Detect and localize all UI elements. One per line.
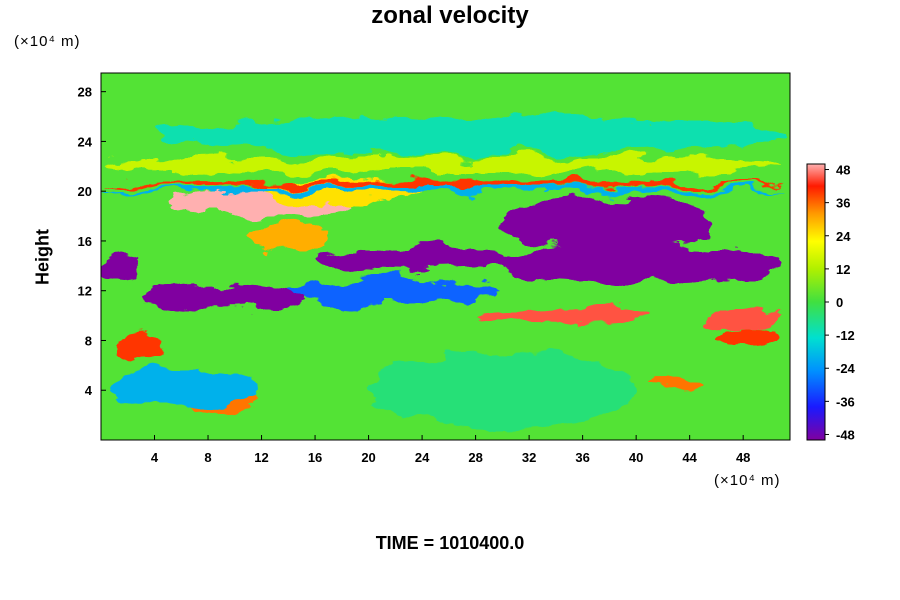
x-tick-label: 20 — [361, 450, 375, 465]
x-tick-label: 40 — [629, 450, 643, 465]
colorbar-tick-label: -24 — [836, 361, 856, 376]
x-tick-label: 12 — [254, 450, 268, 465]
y-tick-label: 16 — [78, 234, 92, 249]
heatmap-region — [368, 352, 637, 428]
x-tick-label: 16 — [308, 450, 322, 465]
heatmap-region — [154, 116, 784, 154]
x-tick-label: 8 — [204, 450, 211, 465]
x-tick-label: 32 — [522, 450, 536, 465]
colorbar-tick-label: -36 — [836, 394, 855, 409]
heatmap-region — [248, 222, 329, 254]
y-tick-label: 24 — [78, 134, 93, 149]
x-axis-unit: (×10⁴ m) — [714, 472, 781, 489]
heatmap-region — [315, 247, 530, 273]
x-tick-label: 4 — [151, 450, 159, 465]
heatmap-region — [649, 377, 704, 391]
colorbar-tick-label: -12 — [836, 328, 855, 343]
colorbar-tick-label: 48 — [836, 163, 850, 178]
heatmap-region — [716, 328, 784, 347]
heatmap-region — [101, 253, 142, 285]
heatmap-region — [101, 156, 784, 173]
y-axis-unit: (×10⁴ m) — [14, 33, 81, 50]
colorbar — [806, 163, 826, 441]
heatmap-region — [101, 181, 784, 188]
time-label: TIME = 1010400.0 — [375, 533, 525, 553]
y-tick-label: 4 — [85, 383, 93, 398]
chart-title: zonal velocity — [371, 2, 529, 29]
heatmap-region — [114, 365, 262, 409]
heatmap-region — [475, 305, 650, 322]
colorbar-tick-label: 0 — [836, 295, 843, 310]
heatmap-region — [502, 197, 717, 248]
heatmap-field — [101, 116, 784, 428]
x-tick-label: 48 — [736, 450, 750, 465]
y-axis-ticks: 4 8 12 16 20 24 28 — [78, 85, 106, 398]
y-tick-label: 8 — [85, 333, 92, 348]
heatmap-region — [101, 187, 784, 194]
x-axis-ticks: 4 8 12 16 20 24 28 32 36 40 44 48 — [151, 435, 750, 465]
heatmap-region — [141, 284, 302, 310]
x-tick-label: 24 — [415, 450, 430, 465]
colorbar-tick-label: 12 — [836, 262, 850, 277]
x-tick-label: 36 — [575, 450, 589, 465]
heatmap-region — [288, 278, 503, 304]
colorbar-ticks: 48 36 24 12 0 -12 -24 -36 -48 — [825, 163, 856, 442]
heatmap-region — [488, 240, 784, 285]
y-tick-label: 20 — [78, 184, 92, 199]
y-tick-label: 28 — [78, 85, 92, 100]
colorbar-tick-label: 24 — [836, 229, 851, 244]
plot-frame — [100, 72, 791, 441]
y-tick-label: 12 — [78, 284, 92, 299]
x-tick-label: 44 — [682, 450, 697, 465]
heatmap-region — [703, 309, 784, 329]
heatmap-region — [114, 334, 168, 360]
x-tick-label: 28 — [468, 450, 482, 465]
colorbar-tick-label: -48 — [836, 427, 855, 442]
colorbar-tick-label: 36 — [836, 196, 850, 211]
